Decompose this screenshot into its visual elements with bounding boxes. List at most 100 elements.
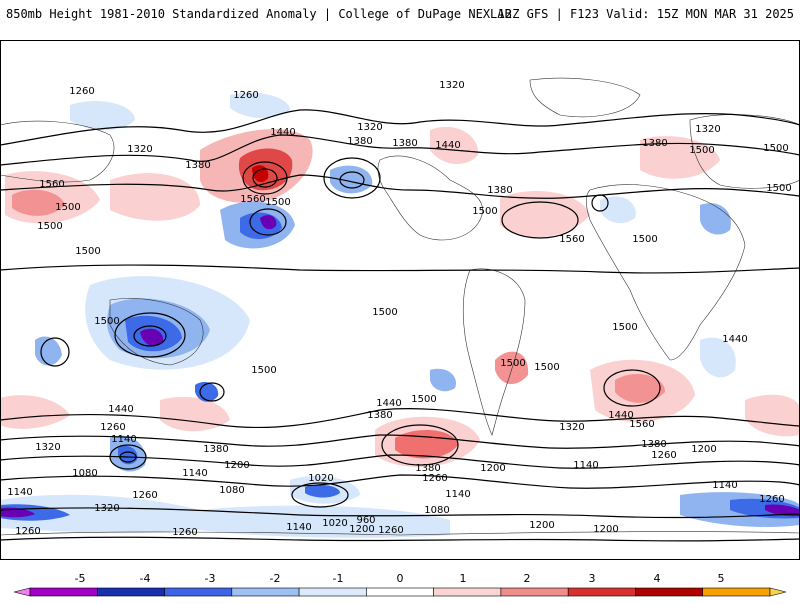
colorbar-tick: 4 xyxy=(654,572,661,585)
contour-label: 1440 xyxy=(108,404,133,415)
colorbar-cell xyxy=(702,587,771,597)
contour-label: 1500 xyxy=(689,145,714,156)
contour-label: 1260 xyxy=(15,526,40,537)
contour-label: 1500 xyxy=(472,206,497,217)
height-contours xyxy=(0,109,800,542)
contour-label: 1500 xyxy=(94,316,119,327)
contour-label: 1140 xyxy=(182,468,207,479)
contour-label: 1500 xyxy=(411,394,436,405)
contour-label: 1500 xyxy=(534,362,559,373)
contour-label: 1500 xyxy=(55,202,80,213)
contour-label: 1080 xyxy=(72,468,97,479)
contour-label: 1140 xyxy=(7,487,32,498)
contour-label: 1020 xyxy=(308,473,333,484)
contour-label: 1500 xyxy=(265,197,290,208)
contour-label: 1560 xyxy=(629,419,654,430)
colorbar-cell xyxy=(567,587,636,597)
colorbar-legend: -5 -4 -3 -2 -1 0 1 2 3 4 5 xyxy=(0,560,800,600)
contour-label: 1380 xyxy=(641,439,666,450)
contour-label: 1140 xyxy=(445,489,470,500)
colorbar-cell xyxy=(96,587,165,597)
contour-label: 1500 xyxy=(372,307,397,318)
colorbar-tick: 5 xyxy=(718,572,725,585)
contour-label: 1200 xyxy=(691,444,716,455)
colorbar-tick: -2 xyxy=(270,572,281,585)
colorbar-tick: -5 xyxy=(75,572,86,585)
contour-label: 1500 xyxy=(612,322,637,333)
contour-label: 1260 xyxy=(69,86,94,97)
contour-label: 1140 xyxy=(111,434,136,445)
contour-label: 1560 xyxy=(559,234,584,245)
contour-label: 1320 xyxy=(94,503,119,514)
colorbar-cell xyxy=(500,587,569,597)
weather-map: 1260 1260 1320 1440 1320 1320 1380 1380 … xyxy=(0,40,800,560)
colorbar-cell xyxy=(635,587,704,597)
contour-label: 1320 xyxy=(559,422,584,433)
contour-label: 1380 xyxy=(415,463,440,474)
colorbar-cell xyxy=(231,587,300,597)
contour-label: 1020 xyxy=(322,518,347,529)
model-run-info: 12Z GFS | F123 Valid: 15Z MON MAR 31 202… xyxy=(497,7,794,21)
colorbar-arrow-high xyxy=(769,587,787,597)
contour-label: 1320 xyxy=(695,124,720,135)
colorbar-arrow-low xyxy=(13,587,31,597)
contour-label: 1260 xyxy=(132,490,157,501)
contour-label: 1260 xyxy=(172,527,197,538)
contour-label: 1260 xyxy=(378,525,403,536)
contour-label: 1140 xyxy=(573,460,598,471)
map-title: 850mb Height 1981-2010 Standardized Anom… xyxy=(6,7,512,21)
contour-label: 1200 xyxy=(593,524,618,535)
contour-label: 1260 xyxy=(651,450,676,461)
contour-label: 1500 xyxy=(766,183,791,194)
contour-label: 1320 xyxy=(35,442,60,453)
contour-label: 1200 xyxy=(349,524,374,535)
colorbar-cells xyxy=(13,587,787,597)
colorbar-tick: -3 xyxy=(205,572,216,585)
contour-label: 1500 xyxy=(75,246,100,257)
contour-label: 1380 xyxy=(185,160,210,171)
colorbar-tick: 2 xyxy=(524,572,531,585)
contour-label: 1500 xyxy=(37,221,62,232)
colorbar-ticks: -5 -4 -3 -2 -1 0 1 2 3 4 5 xyxy=(75,572,725,585)
contour-label: 960 xyxy=(356,515,375,526)
colorbar-tick: -4 xyxy=(140,572,151,585)
contour-label: 1380 xyxy=(347,136,372,147)
contour-label: 1380 xyxy=(367,410,392,421)
colorbar-cell xyxy=(164,587,233,597)
coastlines xyxy=(0,77,800,536)
map-canvas: 1260 1260 1320 1440 1320 1320 1380 1380 … xyxy=(0,40,800,560)
contour-label: 1500 xyxy=(632,234,657,245)
contour-label: 1560 xyxy=(240,194,265,205)
contour-label: 1260 xyxy=(100,422,125,433)
contour-label: 1200 xyxy=(529,520,554,531)
contour-label: 1320 xyxy=(357,122,382,133)
contour-label: 1260 xyxy=(422,473,447,484)
contour-label: 1380 xyxy=(203,444,228,455)
contour-label: 1320 xyxy=(439,80,464,91)
contour-label: 1500 xyxy=(763,143,788,154)
colorbar-tick: -1 xyxy=(333,572,344,585)
colorbar-cell xyxy=(298,587,367,597)
contour-label: 1380 xyxy=(487,185,512,196)
colorbar-tick: 0 xyxy=(397,572,404,585)
contour-label: 1440 xyxy=(722,334,747,345)
colorbar-tick: 3 xyxy=(589,572,596,585)
colorbar-cell xyxy=(366,587,434,597)
contour-label: 1080 xyxy=(219,485,244,496)
colorbar-cell xyxy=(433,587,502,597)
map-header: 850mb Height 1981-2010 Standardized Anom… xyxy=(0,0,800,40)
contour-label: 1440 xyxy=(270,127,295,138)
colorbar-svg: -5 -4 -3 -2 -1 0 1 2 3 4 5 xyxy=(13,572,787,597)
contour-label: 1140 xyxy=(712,480,737,491)
colorbar-tick: 1 xyxy=(460,572,467,585)
contour-label: 1320 xyxy=(127,144,152,155)
contour-label: 1140 xyxy=(286,522,311,533)
contour-label: 1500 xyxy=(500,358,525,369)
contour-label: 1380 xyxy=(642,138,667,149)
contour-label: 1260 xyxy=(759,494,784,505)
colorbar-cell xyxy=(29,587,98,597)
contour-label: 1260 xyxy=(233,90,258,101)
contour-label: 1560 xyxy=(39,179,64,190)
contour-label: 1200 xyxy=(480,463,505,474)
contour-label: 1080 xyxy=(424,505,449,516)
